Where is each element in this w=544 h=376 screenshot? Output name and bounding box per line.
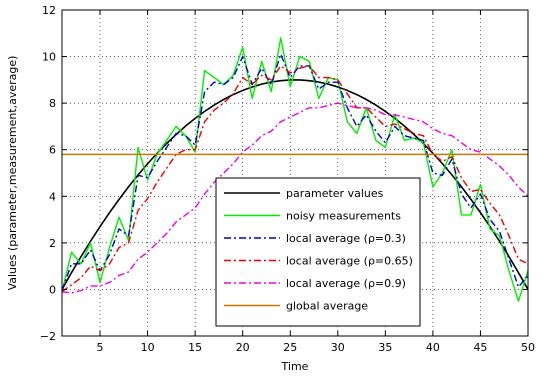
x-tick-label: 35 bbox=[378, 341, 392, 354]
x-tick-label: 20 bbox=[236, 341, 250, 354]
legend-entries: parameter values noisy measurements local … bbox=[224, 187, 413, 313]
x-tick-label: 45 bbox=[473, 341, 487, 354]
legend-label: local average (ρ=0.65) bbox=[286, 255, 413, 268]
series-line-1 bbox=[61, 79, 529, 290]
series-layer bbox=[61, 37, 529, 302]
plot-frame bbox=[61, 9, 529, 337]
series-line-3 bbox=[61, 53, 529, 291]
legend-label: local average (ρ=0.9) bbox=[286, 277, 406, 290]
legend: parameter values noisy measurements local … bbox=[215, 177, 421, 327]
legend-label: parameter values bbox=[286, 187, 384, 200]
x-tick-label: 30 bbox=[331, 341, 345, 354]
legend-label: noisy measurements bbox=[286, 210, 401, 223]
x-axis-label: Time bbox=[281, 360, 309, 373]
y-tick-label: 10 bbox=[42, 51, 56, 64]
legend-label: local average (ρ=0.3) bbox=[286, 232, 406, 245]
y-tick-label: 0 bbox=[49, 283, 56, 296]
x-tick-label: 25 bbox=[283, 341, 297, 354]
y-tick-label: −2 bbox=[40, 330, 56, 343]
y-tick-label: 4 bbox=[49, 190, 56, 203]
y-tick-labels: −2 0 2 4 6 8 10 12 bbox=[40, 4, 56, 343]
x-tick-labels: 5 10 15 20 25 30 35 40 45 50 bbox=[97, 341, 535, 354]
series-line-5 bbox=[61, 102, 529, 294]
y-tick-label: 2 bbox=[49, 237, 56, 250]
y-axis-label: Values (parameter,measurement,average) bbox=[6, 56, 19, 291]
x-tick-label: 40 bbox=[426, 341, 440, 354]
x-tick-label: 15 bbox=[188, 341, 202, 354]
legend-box bbox=[215, 177, 421, 327]
y-tick-label: 8 bbox=[49, 97, 56, 110]
y-tick-label: 12 bbox=[42, 4, 56, 17]
x-tick-label: 5 bbox=[97, 341, 104, 354]
x-tick-label: 10 bbox=[141, 341, 155, 354]
series-line-4 bbox=[61, 65, 529, 293]
y-tick-label: 6 bbox=[49, 144, 56, 157]
x-tick-label: 50 bbox=[521, 341, 535, 354]
legend-label: global average bbox=[286, 300, 368, 313]
tick-marks bbox=[62, 9, 529, 337]
